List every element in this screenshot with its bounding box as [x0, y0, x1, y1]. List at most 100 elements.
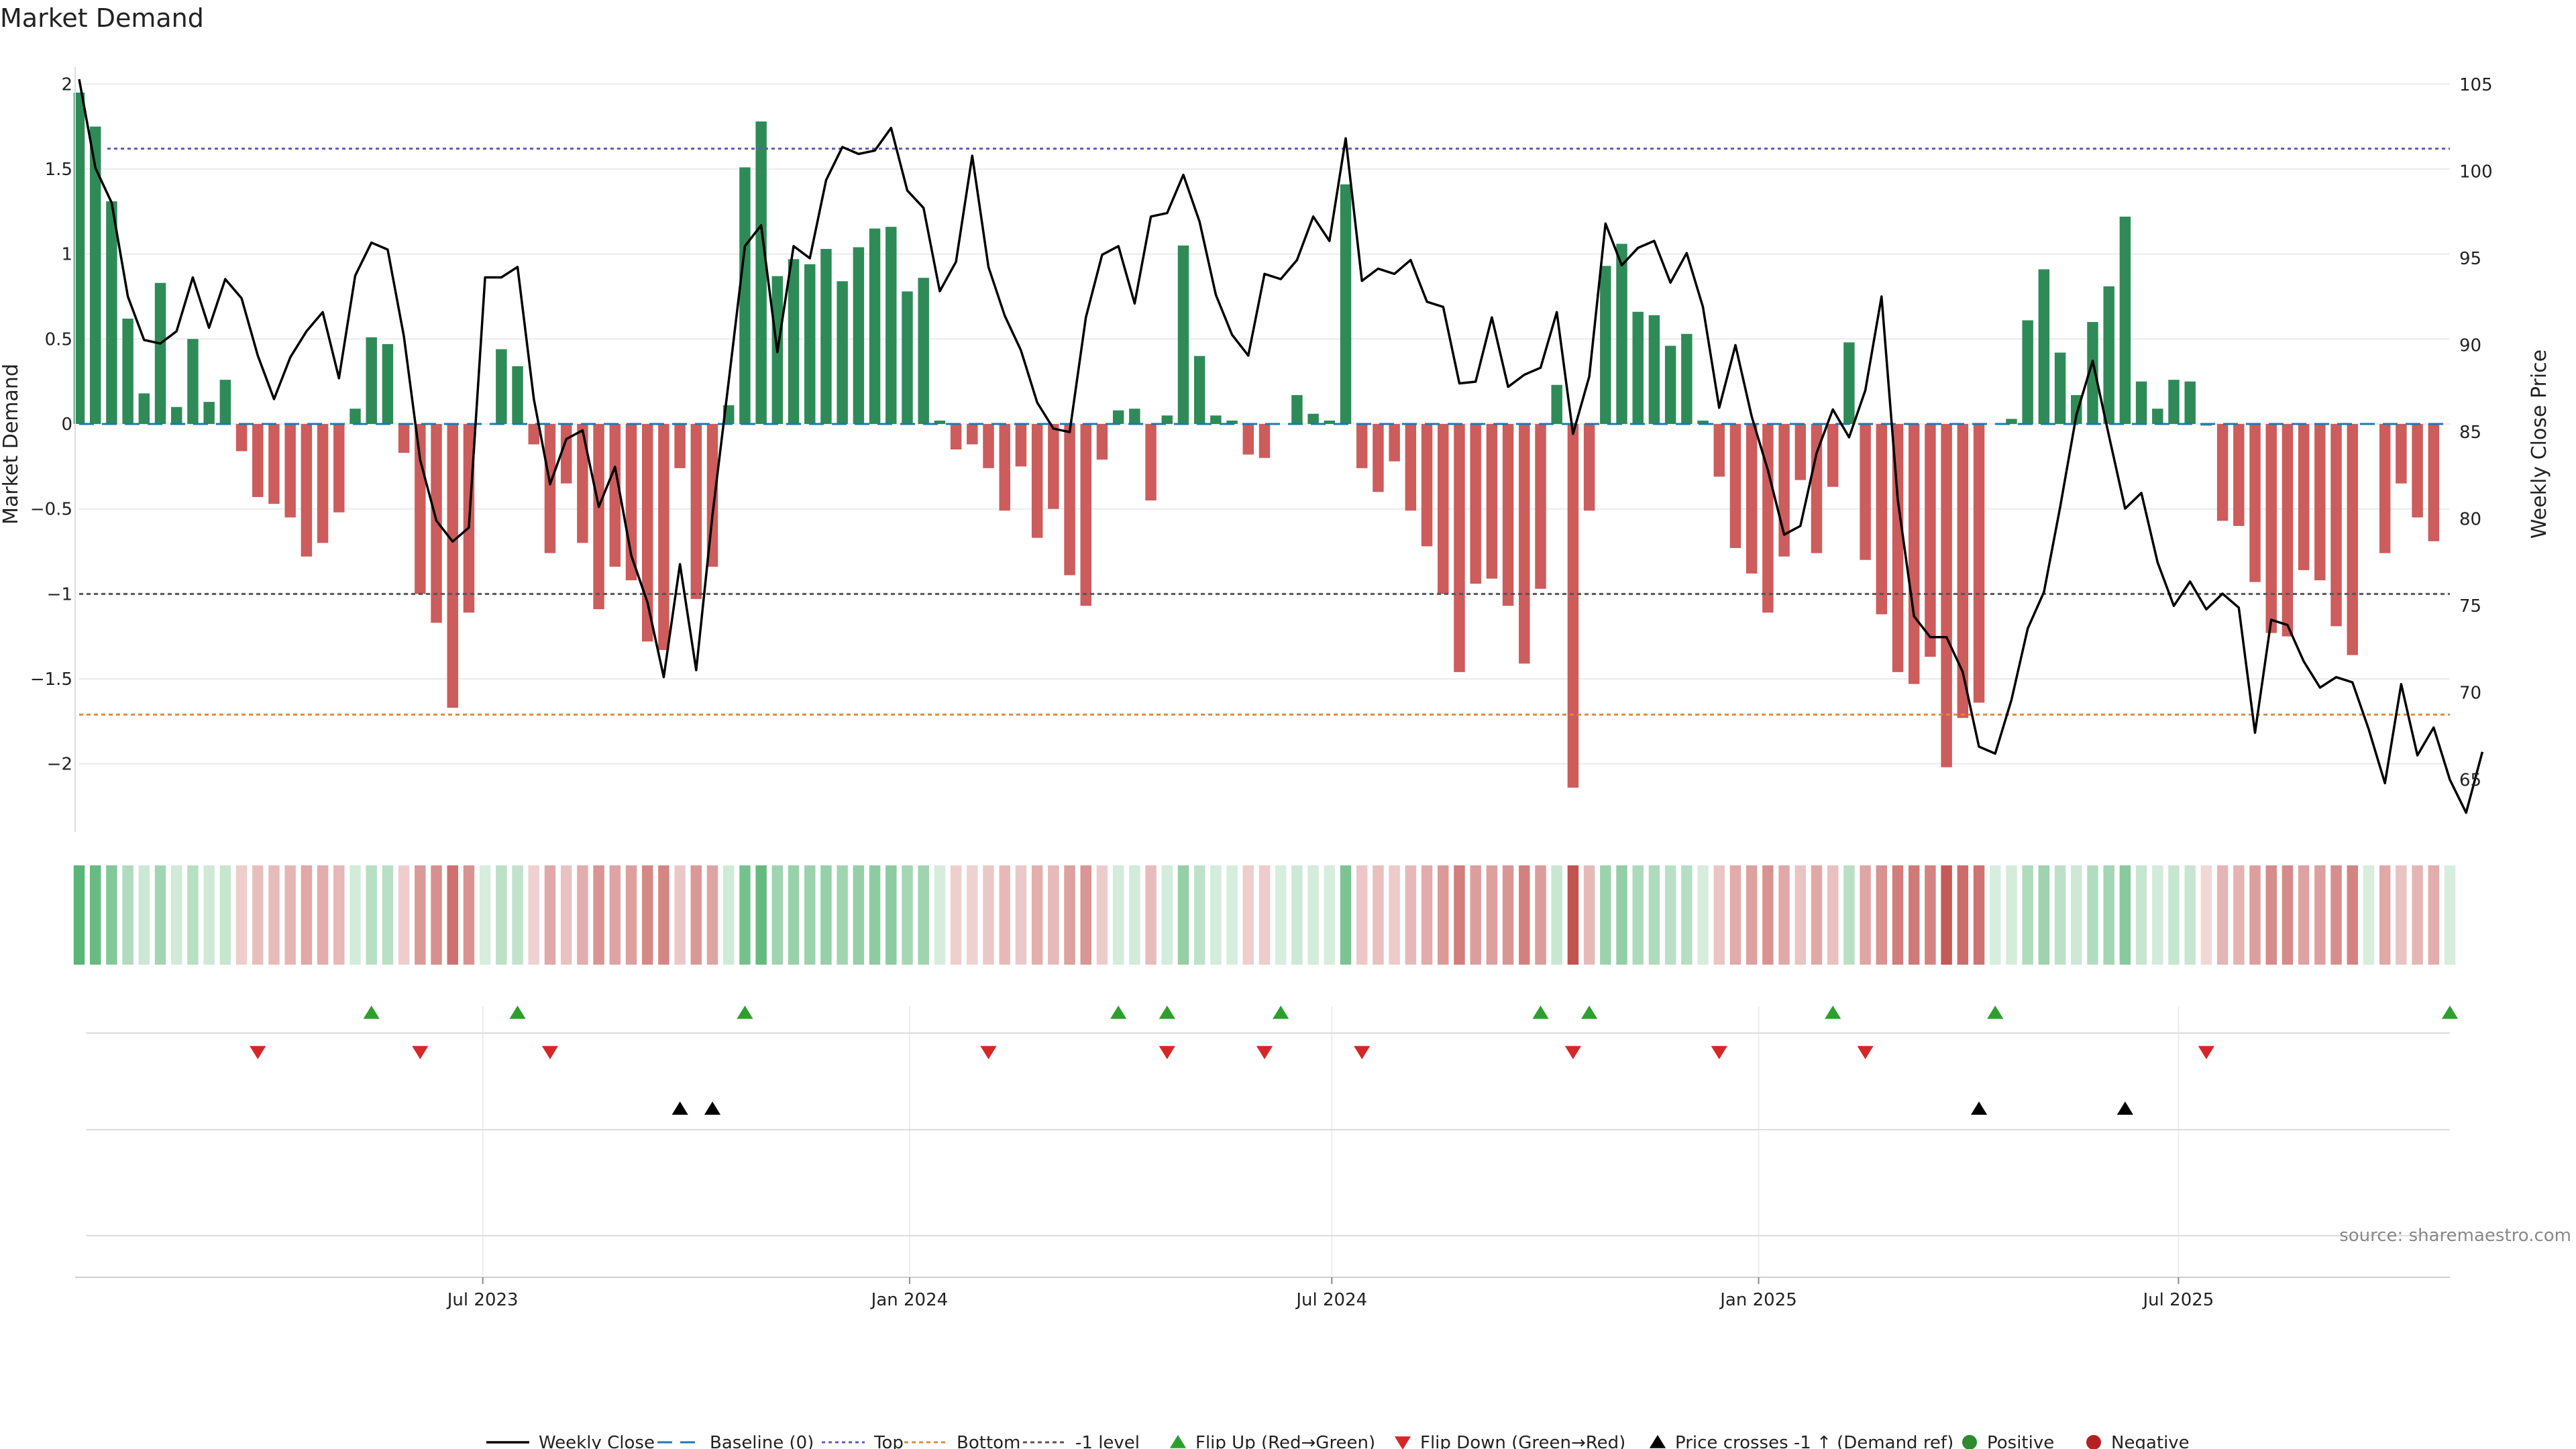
- right-tick-label: 90: [2459, 336, 2481, 356]
- heat-cell: [463, 865, 475, 965]
- demand-bar: [1941, 424, 1952, 767]
- price-cross-panel: [86, 1102, 2450, 1130]
- demand-bar: [1405, 424, 1417, 511]
- heat-cell: [1438, 865, 1449, 965]
- demand-bar: [1129, 409, 1140, 424]
- heat-cell: [252, 865, 264, 965]
- flip-down-marker: [1159, 1046, 1175, 1059]
- heat-cell: [837, 865, 848, 965]
- demand-bar: [544, 424, 556, 553]
- heat-cell: [1454, 865, 1465, 965]
- demand-bar: [1193, 356, 1205, 424]
- heat-cell: [755, 865, 767, 965]
- heat-cell: [2184, 865, 2196, 965]
- demand-bar: [967, 424, 978, 445]
- flip-down-marker: [541, 1046, 559, 1059]
- right-tick-label: 85: [2459, 423, 2481, 443]
- price-cross-marker: [2116, 1102, 2133, 1115]
- x-tick-label: Jan 2024: [870, 1290, 949, 1310]
- demand-bar: [1762, 424, 1774, 613]
- heat-cell: [1015, 865, 1027, 965]
- legend-label: -1 level: [1075, 1433, 1140, 1449]
- heat-cell: [625, 865, 637, 965]
- heat-cell: [1664, 865, 1676, 965]
- demand-bar: [2184, 381, 2196, 424]
- heat-cell: [366, 865, 377, 965]
- flip-up-marker: [1273, 1006, 1289, 1019]
- heat-cell: [1681, 865, 1693, 965]
- heat-cell: [902, 865, 913, 965]
- flip-down-marker: [2198, 1046, 2215, 1059]
- flip-down-marker: [250, 1046, 266, 1059]
- heat-cell: [1307, 865, 1319, 965]
- demand-bar: [284, 424, 296, 518]
- heat-cell: [1048, 865, 1059, 965]
- heat-cell: [1193, 865, 1205, 965]
- legend-positive-swatch: [1962, 1435, 1977, 1449]
- demand-bar: [2054, 352, 2066, 424]
- right-tick-label: 95: [2459, 249, 2481, 269]
- heat-cell: [577, 865, 588, 965]
- legend-label: Top: [873, 1433, 904, 1449]
- demand-bar: [350, 409, 361, 424]
- demand-bar: [739, 167, 751, 424]
- heat-cell: [154, 865, 166, 965]
- heat-cell: [89, 865, 101, 965]
- heat-cell: [2233, 865, 2245, 965]
- heat-cell: [2103, 865, 2114, 965]
- demand-bar: [1145, 424, 1157, 500]
- heat-cell: [1242, 865, 1254, 965]
- heat-cell: [2282, 865, 2294, 965]
- heat-cell: [1226, 865, 1238, 965]
- heat-cell: [2412, 865, 2423, 965]
- heat-cell: [1729, 865, 1741, 965]
- heat-cell: [268, 865, 280, 965]
- demand-bar: [73, 93, 85, 424]
- demand-bars: [73, 93, 2440, 788]
- flip-down-marker: [1857, 1046, 1874, 1059]
- demand-bar: [1356, 424, 1368, 468]
- demand-bar: [2006, 419, 2017, 424]
- demand-bar: [1957, 424, 1969, 718]
- heat-cell: [739, 865, 751, 965]
- heat-cell: [950, 865, 962, 965]
- demand-bar: [983, 424, 994, 468]
- demand-bar: [2330, 424, 2342, 627]
- demand-bar: [1681, 333, 1693, 424]
- heat-cell: [2087, 865, 2098, 965]
- heat-cell: [804, 865, 816, 965]
- demand-bar: [106, 201, 117, 424]
- heat-cell: [544, 865, 556, 965]
- heat-cell: [2119, 865, 2131, 965]
- heat-cell: [398, 865, 410, 965]
- heat-cell: [1583, 865, 1595, 965]
- heat-cell: [1519, 865, 1530, 965]
- x-tick-label: Jul 2025: [2142, 1290, 2214, 1310]
- demand-bar: [2347, 424, 2358, 655]
- heat-cell: [284, 865, 296, 965]
- demand-bar: [1015, 424, 1027, 467]
- heat-cell: [1405, 865, 1417, 965]
- demand-bar: [1697, 420, 1709, 424]
- price-cross-marker: [704, 1102, 721, 1115]
- legend-label: Bottom: [957, 1433, 1020, 1449]
- demand-bar: [2314, 424, 2326, 581]
- flip-down-marker: [1354, 1046, 1371, 1059]
- x-axis: Jul 2023 Jan 2024 Jul 2024 Jan 2025 Jul 2025: [75, 1277, 2450, 1310]
- chart-title: Market Demand: [0, 3, 204, 33]
- heat-cell: [1210, 865, 1222, 965]
- x-tick-label: Jul 2023: [446, 1290, 519, 1310]
- legend-label: Baseline (0): [710, 1433, 814, 1449]
- heat-cell: [2444, 865, 2456, 965]
- grid-layer: [79, 83, 2450, 1275]
- demand-bar: [1291, 394, 1303, 424]
- heat-cell: [1080, 865, 1091, 965]
- demand-bar: [2233, 424, 2245, 526]
- left-axis-label: Market Demand: [0, 364, 23, 525]
- heat-cell: [1957, 865, 1969, 965]
- heat-cell: [1794, 865, 1807, 965]
- demand-bar: [1973, 424, 1985, 703]
- demand-bar: [902, 291, 913, 424]
- demand-bar: [528, 424, 539, 445]
- flip-up-marker: [1159, 1006, 1175, 1019]
